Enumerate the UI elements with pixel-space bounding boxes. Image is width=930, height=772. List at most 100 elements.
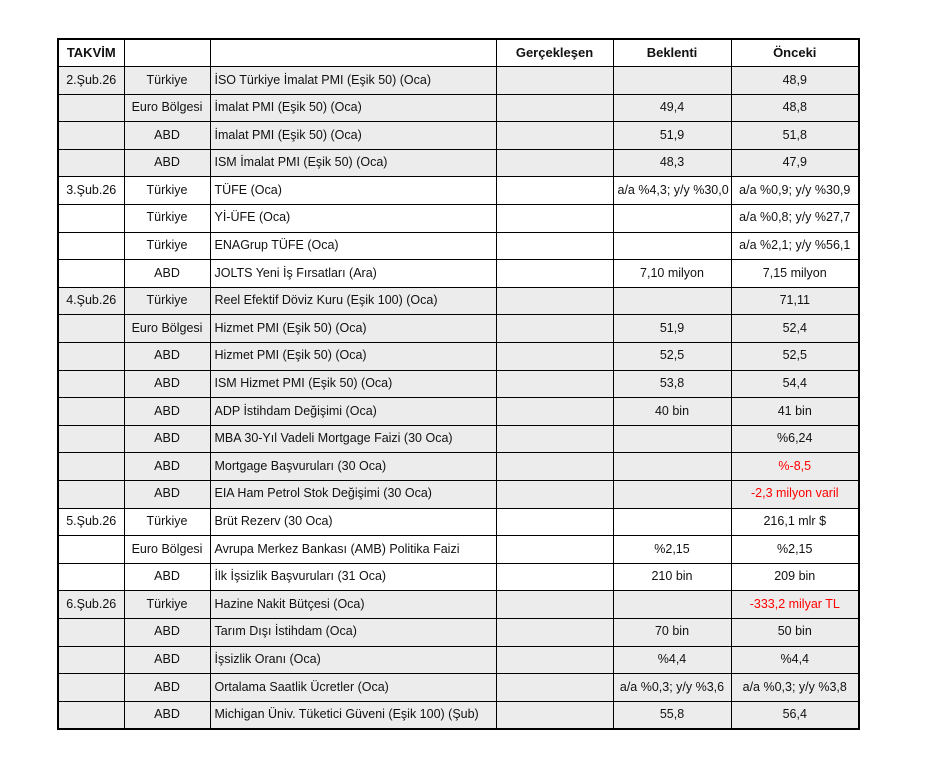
- expectation-cell: 53,8: [612, 369, 732, 399]
- previous-cell: a/a %2,1; y/y %56,1: [730, 231, 860, 261]
- header-takvim: TAKVİM: [57, 38, 125, 68]
- expectation-cell: a/a %0,3; y/y %3,6: [612, 673, 732, 702]
- actual-cell: [495, 121, 614, 150]
- region-cell: Türkiye: [123, 590, 211, 619]
- actual-cell: [495, 176, 614, 206]
- expectation-cell: [612, 452, 732, 481]
- previous-cell: %2,15: [730, 535, 860, 564]
- table-row: 3.Şub.26 Türkiye TÜFE (Oca) a/a %4,3; y/y %…: [57, 176, 860, 206]
- region-cell: ABD: [123, 617, 211, 647]
- expectation-cell: 55,8: [612, 700, 732, 730]
- date-cell: [57, 342, 125, 371]
- previous-cell: 50 bin: [730, 617, 860, 647]
- expectation-cell: [612, 424, 732, 454]
- expectation-cell: 49,4: [612, 93, 732, 123]
- previous-cell: 52,5: [730, 342, 860, 371]
- date-cell: [57, 535, 125, 564]
- actual-cell: [495, 93, 614, 123]
- previous-cell: -333,2 milyar TL: [730, 590, 860, 619]
- event-cell: İşsizlik Oranı (Oca): [209, 645, 497, 675]
- previous-cell: a/a %0,8; y/y %27,7: [730, 204, 860, 233]
- date-cell: [57, 397, 125, 426]
- region-cell: ABD: [123, 342, 211, 371]
- event-cell: Michigan Üniv. Tüketici Güveni (Eşik 100…: [209, 700, 497, 730]
- event-cell: Brüt Rezerv (30 Oca): [209, 507, 497, 537]
- expectation-cell: %4,4: [612, 645, 732, 675]
- expectation-cell: [612, 231, 732, 261]
- event-cell: Avrupa Merkez Bankası (AMB) Politika Fai…: [209, 535, 497, 564]
- event-cell: Reel Efektif Döviz Kuru (Eşik 100) (Oca): [209, 286, 497, 316]
- event-cell: EIA Ham Petrol Stok Değişimi (30 Oca): [209, 480, 497, 509]
- region-cell: ABD: [123, 259, 211, 288]
- event-cell: Hizmet PMI (Eşik 50) (Oca): [209, 314, 497, 344]
- actual-cell: [495, 645, 614, 675]
- date-cell: [57, 452, 125, 481]
- previous-cell: a/a %0,9; y/y %30,9: [730, 176, 860, 206]
- actual-cell: [495, 535, 614, 564]
- date-cell: 3.Şub.26: [57, 176, 125, 206]
- table-row: ABD ISM İmalat PMI (Eşik 50) (Oca) 48,3 47,…: [57, 148, 860, 178]
- event-cell: İlk İşsizlik Başvuruları (31 Oca): [209, 562, 497, 592]
- table-row: ABD ADP İstihdam Değişimi (Oca) 40 bin 41 b…: [57, 397, 860, 426]
- region-cell: Türkiye: [123, 286, 211, 316]
- event-cell: Ortalama Saatlik Ücretler (Oca): [209, 673, 497, 702]
- previous-cell: 216,1 mlr $: [730, 507, 860, 537]
- region-cell: ABD: [123, 452, 211, 481]
- date-cell: [57, 93, 125, 123]
- expectation-cell: [612, 480, 732, 509]
- previous-cell: 51,8: [730, 121, 860, 150]
- expectation-cell: [612, 204, 732, 233]
- date-cell: [57, 673, 125, 702]
- date-cell: [57, 617, 125, 647]
- actual-cell: [495, 369, 614, 399]
- actual-cell: [495, 617, 614, 647]
- table-header: TAKVİM Gerçekleşen Beklenti Önceki: [57, 38, 860, 68]
- table-row: ABD ISM Hizmet PMI (Eşik 50) (Oca) 53,8 54,…: [57, 369, 860, 399]
- region-cell: ABD: [123, 480, 211, 509]
- region-cell: Türkiye: [123, 204, 211, 233]
- table-row: ABD Tarım Dışı İstihdam (Oca) 70 bin 50 bin: [57, 617, 860, 647]
- region-cell: ABD: [123, 645, 211, 675]
- economic-calendar-table: TAKVİM Gerçekleşen Beklenti Önceki 2.Şub…: [57, 38, 860, 730]
- date-cell: [57, 259, 125, 288]
- date-cell: 6.Şub.26: [57, 590, 125, 619]
- table-row: ABD İlk İşsizlik Başvuruları (31 Oca) 210 …: [57, 562, 860, 592]
- header-gerceklesen: Gerçekleşen: [495, 38, 614, 68]
- event-cell: İmalat PMI (Eşik 50) (Oca): [209, 121, 497, 150]
- expectation-cell: 7,10 milyon: [612, 259, 732, 288]
- region-cell: Türkiye: [123, 176, 211, 206]
- expectation-cell: [612, 590, 732, 619]
- previous-cell: 48,9: [730, 66, 860, 95]
- expectation-cell: 52,5: [612, 342, 732, 371]
- event-cell: ISM İmalat PMI (Eşik 50) (Oca): [209, 148, 497, 178]
- date-cell: [57, 231, 125, 261]
- previous-cell: a/a %0,3; y/y %3,8: [730, 673, 860, 702]
- event-cell: ENAGrup TÜFE (Oca): [209, 231, 497, 261]
- table-row: Euro Bölgesi Hizmet PMI (Eşik 50) (Oca) 51…: [57, 314, 860, 344]
- date-cell: [57, 369, 125, 399]
- date-cell: [57, 424, 125, 454]
- expectation-cell: a/a %4,3; y/y %30,0: [612, 176, 732, 206]
- previous-cell: 52,4: [730, 314, 860, 344]
- expectation-cell: 51,9: [612, 314, 732, 344]
- event-cell: MBA 30-Yıl Vadeli Mortgage Faizi (30 Oca…: [209, 424, 497, 454]
- date-cell: 2.Şub.26: [57, 66, 125, 95]
- expectation-cell: 40 bin: [612, 397, 732, 426]
- date-cell: 4.Şub.26: [57, 286, 125, 316]
- expectation-cell: [612, 66, 732, 95]
- table-body: 2.Şub.26 Türkiye İSO Türkiye İmalat PMI (E…: [57, 66, 860, 730]
- actual-cell: [495, 507, 614, 537]
- table-row: Türkiye ENAGrup TÜFE (Oca) a/a %2,1; y/y %…: [57, 231, 860, 261]
- previous-cell: 48,8: [730, 93, 860, 123]
- region-cell: ABD: [123, 424, 211, 454]
- table-row: Euro Bölgesi Avrupa Merkez Bankası (AMB) …: [57, 535, 860, 564]
- event-cell: TÜFE (Oca): [209, 176, 497, 206]
- table-row: ABD İmalat PMI (Eşik 50) (Oca) 51,9 51,8: [57, 121, 860, 150]
- region-cell: ABD: [123, 397, 211, 426]
- table-row: 2.Şub.26 Türkiye İSO Türkiye İmalat PMI (E…: [57, 66, 860, 95]
- expectation-cell: 51,9: [612, 121, 732, 150]
- previous-cell: 41 bin: [730, 397, 860, 426]
- table-row: ABD Hizmet PMI (Eşik 50) (Oca) 52,5 52,5: [57, 342, 860, 371]
- region-cell: Euro Bölgesi: [123, 314, 211, 344]
- event-cell: Hazine Nakit Bütçesi (Oca): [209, 590, 497, 619]
